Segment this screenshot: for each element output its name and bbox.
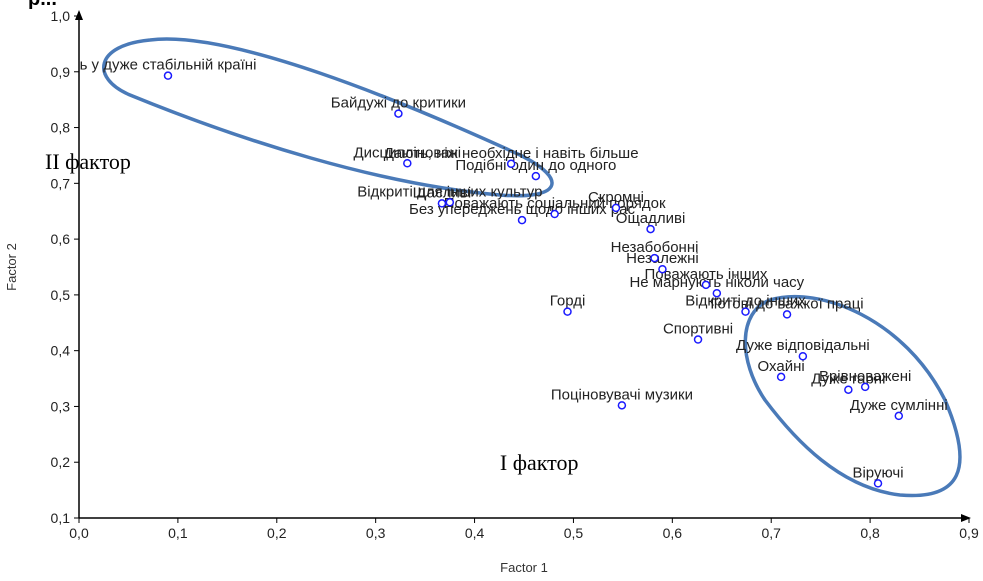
point-label: Щасливі [413,184,472,201]
point-label: Врівноважені [819,368,911,385]
point-label: Готові до важкої праці [710,295,863,312]
x-tick-label: 0,8 [860,525,880,541]
x-tick-label: 0,7 [761,525,781,541]
point-label: Поважають інших [644,266,767,283]
top-text-fragment: p... [28,0,57,10]
data-point [658,264,667,274]
point-label: Дуже відповідальні [736,337,870,354]
x-tick-label: 0,2 [267,525,287,541]
point-label: Дають, ніж необхідне і навіть більше [384,145,639,162]
y-tick-label: 0,1 [51,510,71,526]
y-tick-label: 0,6 [51,231,71,247]
cluster-ellipses [102,37,962,498]
point-label: Не марнують ніколи часу [629,274,804,291]
point-label: Горді [550,293,586,310]
y-tick-label: 0,2 [51,454,71,470]
data-point [798,351,808,361]
axes [75,10,971,522]
x-tick-label: 0,5 [564,525,584,541]
data-point [506,159,516,169]
x-tick-label: 0,3 [366,525,386,541]
annotations: II фактор I фактор [45,149,578,475]
x-tick-label: 0,9 [959,525,979,541]
data-point [712,288,722,298]
point-label: Без упереджень щодо інших рас [409,201,635,218]
factor-annotation: II фактор [45,149,131,174]
data-point [693,335,703,344]
data-point [646,224,655,234]
point-label: Незалежні [626,250,699,267]
point-label: Відкриті для інших культур [357,183,542,200]
point-label: Поціновувачі музики [551,386,693,403]
tick-labels: 0,0 0,1 0,2 0,3 0,4 0,5 0,6 0,7 0,8 0,90,10,20,30… [51,8,979,541]
data-point [550,209,559,219]
point-label: Віруючі [852,464,903,481]
data-point [437,199,447,208]
point-label: Дуже сумлінні [850,397,948,414]
y-axis-title: Factor 2 [4,243,19,291]
x-axis-arrow [961,514,971,522]
data-point [776,372,786,382]
data-point [517,215,527,225]
factor-annotation: I фактор [500,450,579,475]
factor2-cluster-ellipse [102,37,554,198]
point-label: Незабобонні [611,239,699,256]
y-tick-label: 1,0 [51,8,71,24]
point-labels: ь у дуже стабільній країні Байдужі до кри… [80,57,948,482]
factor1-cluster-ellipse [743,294,962,498]
point-label: Дисципліновані [354,144,462,161]
data-point [163,71,173,80]
x-tick-label: 0,6 [663,525,683,541]
data-point [650,253,659,263]
data-point [531,171,541,181]
point-label: Скромні [588,189,644,206]
data-point [611,203,621,213]
x-axis-title: Factor 1 [500,560,548,575]
data-point [782,310,792,319]
y-tick-label: 0,4 [51,343,71,359]
data-point [844,385,853,394]
y-tick-label: 0,3 [51,398,71,414]
data-point [563,307,572,316]
y-tick-label: 0,7 [51,175,71,191]
y-tick-label: 0,5 [51,287,71,303]
y-tick-label: 0,8 [51,120,71,136]
data-point [873,479,883,488]
point-label: Поважають соціальний порядок [444,195,666,212]
point-label: Спортивні [663,321,733,338]
x-tick-label: 0,0 [69,525,89,541]
data-points [163,71,904,488]
x-tick-label: 0,1 [168,525,188,541]
point-label: Подібні один до одного [455,157,616,174]
data-point [894,411,904,421]
point-label: Ощадливі [616,210,686,227]
point-label: Байдужі до критики [331,95,466,112]
data-point [617,401,627,410]
data-point [701,280,711,290]
data-point [445,198,455,207]
point-label: ь у дуже стабільній країні [80,57,257,74]
data-point [741,307,750,316]
point-label: Охайні [758,358,805,375]
y-tick-label: 0,9 [51,64,71,80]
data-point [403,159,412,168]
x-tick-label: 0,4 [465,525,485,541]
data-point [860,382,870,392]
data-point [394,109,403,118]
y-axis-arrow [75,10,83,20]
